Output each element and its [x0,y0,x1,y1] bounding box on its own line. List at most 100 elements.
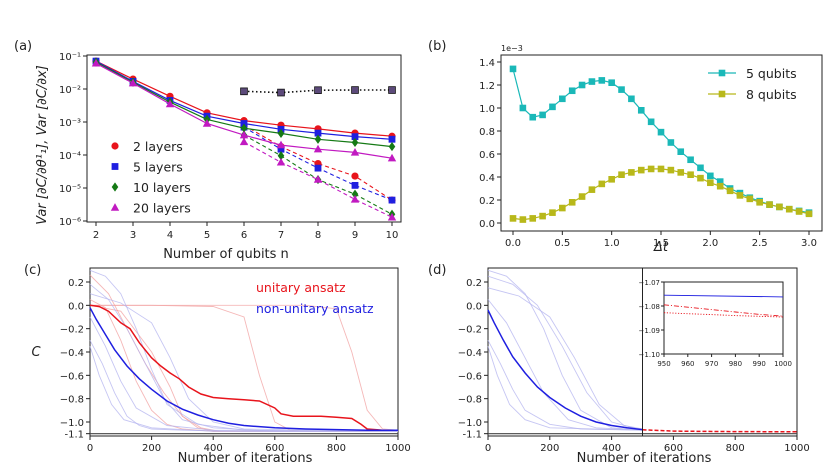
panel-d-xtick-label-3: 600 [664,443,683,454]
panel-a-xtick-label-4: 6 [241,230,247,241]
panel-a-series-3-point [387,212,397,221]
panel-b-series-1-point [539,212,546,220]
panel-b-legend-label-1: 8 qubits [746,87,797,102]
panel-b-series-1-point [628,169,635,176]
panel-b-xtick-label-0: 0.0 [505,238,521,249]
panel-b-ytick-label-0: 0.0 [479,219,495,230]
panel-a-series-1-point [314,164,322,172]
panel-c-xtick-label-3: 600 [265,443,284,454]
panel-b-series-0-point [628,95,635,103]
panel-d-xlabel: Number of iterations [577,451,712,465]
panel-d-ytick-label-0: 0.2 [466,278,482,289]
panel-a-legend-marker-0 [111,142,119,150]
panel-a-dotted-point [240,87,248,96]
panel-c-xtick-label-1: 200 [142,443,161,454]
panel-b-series-0-point [578,81,586,89]
panel-b-series-0-point [637,107,645,114]
panel-b-xtick-label-5: 2.5 [752,238,768,249]
panel-b-frame [500,54,823,232]
panel-b-series-1-point [726,187,734,195]
panel-b-ytick-label-4: 0.8 [479,127,495,138]
panel-a-series-2-point [351,189,359,199]
panel-a-xlabel: Number of qubits n [163,247,289,262]
panel-a-legend-label-0: 2 layers [133,139,183,154]
panel-b-series-0-point [697,164,704,172]
panel-d-inset-xtick-label-1: 960 [681,360,694,368]
panel-d-inset-ytick-label-2: −1.09 [639,327,660,335]
panel-c-ytick-label-6: −1.0 [60,418,84,429]
panel-d-ytick-label-1: 0.0 [466,301,482,312]
panel-label-a: (a) [14,39,32,54]
panel-b-series-1-point [677,169,685,176]
panel-c-xtick-label-4: 800 [327,443,346,454]
panel-a-series-1-point [314,129,322,137]
panel-a-dotted-point [277,88,285,97]
panel-d-inset-series-0 [663,294,784,298]
panel-b-series-0-point [549,103,556,111]
panel-c-series-1 [89,307,398,431]
panel-d-inset-series-2 [663,312,784,318]
panel-a-dotted-line [243,89,392,94]
panel-a-series-3-point [313,175,323,183]
panel-b-series-1-point [647,165,655,173]
panel-b-xtick-label-4: 2.0 [702,238,718,249]
panel-b-series-0-point [568,87,576,95]
panel-b-series-1-point [697,174,704,182]
chart-panel-d: 0 200 400 600 800 1000 0.2 0.0 −0.2 −0.4 −0.6 −0.8 −… [458,267,810,454]
panel-b-series-0-point [618,86,625,93]
panel-a-series-3-point [387,153,397,162]
panel-b-xtick-label-2: 1.0 [604,238,620,249]
panel-label-c: (c) [24,263,41,278]
panel-b-series-1-line [512,168,810,221]
panel-a-series-3-point [276,140,286,149]
panel-d-xtick-label-2: 400 [602,443,621,454]
panel-c-xtick-label-0: 0 [87,443,93,454]
panel-b-series-0-point [647,118,655,126]
chart-panel-b: 0.0 0.5 1.0 1.5 2.0 2.5 3.0 0.0 0.2 0.4 0.6 0.8 1.0 1… [479,54,823,249]
panel-b-series-1-point [559,204,566,212]
panel-a-xtick-label-6: 8 [315,230,321,241]
panel-b-ytick-label-7: 1.4 [479,58,495,69]
panel-b-series-1-point [529,215,537,222]
panel-a-ytick-label-5: 10⁻¹ [59,52,81,63]
panel-d-series-1 [642,429,798,433]
panel-a-series-2-point [277,128,285,139]
panel-b-ytick-label-5: 1.0 [479,104,495,115]
panel-b-legend-label-0: 5 qubits [746,66,797,81]
panel-b-series-1-point [707,179,714,187]
panel-a-dotted-point [351,86,359,94]
panel-d-ytick-label-7: -1.1 [462,430,482,441]
panel-c-faint-run-6 [89,340,398,432]
panel-a-series-2-point [277,151,285,161]
panel-b-series-1-point [519,216,527,223]
panel-a-series-1-point [240,120,248,127]
panel-d-xtick-label-0: 0 [485,443,491,454]
panel-c-faint-run-1 [89,299,398,432]
panel-b-series-1-point [657,165,665,173]
panel-a-xtick-label-5: 7 [278,230,284,241]
panel-a-dotted-point [388,86,396,94]
panel-b-ytick-label-6: 1.2 [479,81,495,92]
panel-b-series-1-point [598,180,606,188]
panel-d-faint-run-3 [487,299,643,431]
panel-c-xlabel: Number of iterations [178,451,313,465]
panel-b-series-0-point [539,111,546,119]
panel-c-ytick-label-5: −0.8 [60,395,84,406]
panel-d-inset-background [643,269,796,377]
panel-b-series-0-point [707,172,714,180]
panel-c-ylabel: C [31,345,41,360]
panel-b-series-0-point [716,178,724,185]
panel-b-series-1-point [776,203,783,211]
panel-b-series-1-point [549,209,556,216]
panel-a-series-1-point [388,135,396,143]
panel-a-ytick-label-3: 10⁻³ [59,118,81,129]
panel-a-series-3-point [276,157,286,166]
panel-d-faint-run-5 [487,346,643,431]
panel-a-ylabel: Var [∂C/∂θ¹₁], Var [∂C/∂x] [35,65,50,224]
panel-a-ytick-label-4: 10⁻² [59,85,81,96]
panel-d-ytick-label-4: −0.6 [458,371,482,382]
panel-a-series-2-point [314,134,322,144]
panel-d-inset-xtick-label-4: 990 [753,360,766,368]
panel-a-ytick-label-1: 10⁻⁵ [59,184,81,195]
panel-b-series-1-point [618,171,625,178]
